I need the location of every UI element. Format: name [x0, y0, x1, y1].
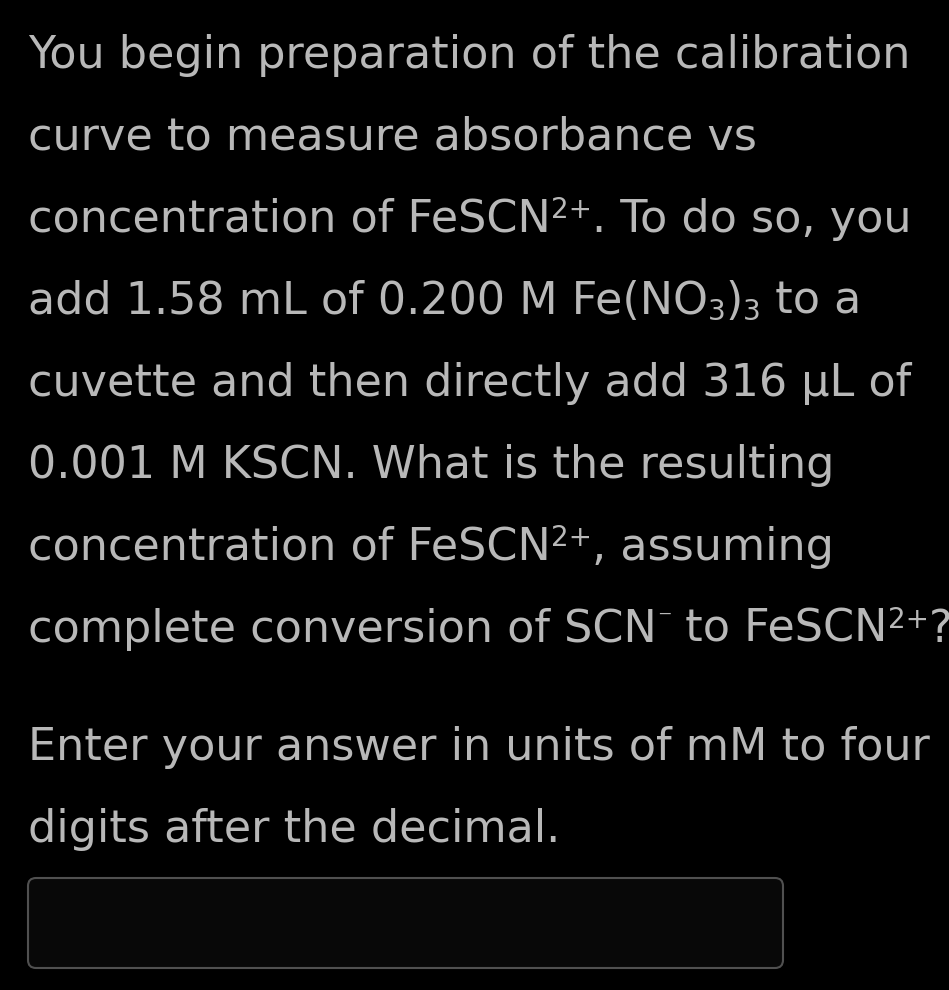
Text: to a: to a [761, 280, 861, 323]
Text: 0.001 M KSCN. What is the resulting: 0.001 M KSCN. What is the resulting [28, 444, 834, 487]
Text: 3: 3 [743, 298, 761, 326]
Text: ⁻: ⁻ [657, 606, 671, 634]
Text: 2+: 2+ [887, 606, 929, 634]
Text: concentration of FeSCN: concentration of FeSCN [28, 526, 550, 569]
Text: 2+: 2+ [550, 524, 592, 551]
Text: curve to measure absorbance vs: curve to measure absorbance vs [28, 116, 757, 159]
Text: cuvette and then directly add 316 μL of: cuvette and then directly add 316 μL of [28, 362, 911, 405]
Text: Enter your answer in units of mM to four: Enter your answer in units of mM to four [28, 726, 930, 769]
Text: to FeSCN: to FeSCN [671, 608, 887, 651]
FancyBboxPatch shape [28, 878, 783, 968]
Text: You begin preparation of the calibration: You begin preparation of the calibration [28, 34, 910, 77]
Text: . To do so, you: . To do so, you [592, 198, 911, 241]
Text: add 1.58 mL of 0.200 M Fe(NO: add 1.58 mL of 0.200 M Fe(NO [28, 280, 708, 323]
Text: digits after the decimal.: digits after the decimal. [28, 808, 560, 851]
Text: 3: 3 [708, 298, 726, 326]
Text: concentration of FeSCN: concentration of FeSCN [28, 198, 550, 241]
Text: , assuming: , assuming [592, 526, 833, 569]
Text: ?: ? [929, 608, 949, 651]
Text: ): ) [726, 280, 743, 323]
Text: complete conversion of SCN: complete conversion of SCN [28, 608, 657, 651]
Text: 2+: 2+ [550, 196, 592, 224]
